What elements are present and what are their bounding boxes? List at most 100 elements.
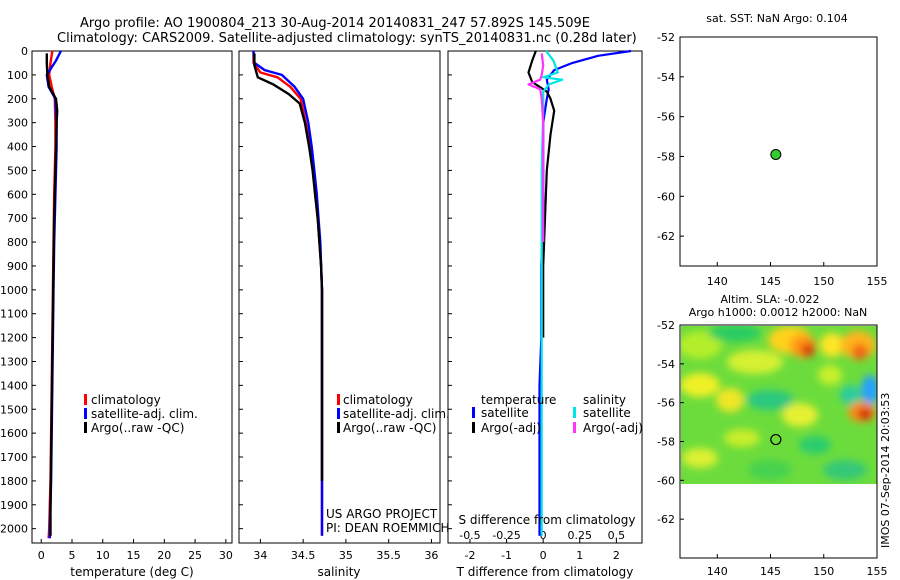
temperature-tick-label: 25	[188, 549, 202, 562]
sst-lat-tick-label: -54	[657, 71, 675, 84]
legend-climatology-swatch	[84, 394, 87, 405]
depth-tick-label: 2000	[0, 523, 28, 536]
difference-legend: temperature salinity satellite Argo(-adj…	[472, 393, 643, 435]
sla-heatmap	[681, 326, 877, 484]
sla-blob	[782, 403, 818, 427]
sla-lat-tick-label: -54	[657, 358, 675, 371]
sla-lat-tick-label: -56	[657, 397, 675, 410]
legend-t-satellite-swatch	[472, 407, 475, 418]
sla-blob	[820, 333, 844, 357]
imos-timestamp: IMOS 07-Sep-2014 20:03:53	[879, 393, 892, 548]
temperature-series-line	[45, 53, 59, 536]
temperature-panel: 0100200300400500600700800900100011001200…	[0, 45, 233, 579]
pi-note-line1: US ARGO PROJECT	[326, 507, 438, 521]
depth-tick-label: 300	[7, 117, 28, 130]
s-difference-tick-label: 0	[540, 529, 547, 542]
temperature-tick-label: 5	[69, 549, 76, 562]
depth-tick-label: 400	[7, 141, 28, 154]
legend-climatology-swatch	[337, 394, 340, 405]
depth-tick-label: 1700	[0, 451, 28, 464]
sla-map-ticks: -52 -54 -56 -58 -60 -62 140 145 150 155	[657, 319, 887, 578]
sla-blob	[716, 388, 744, 412]
sla-blob	[818, 365, 842, 385]
sla-map-points	[770, 433, 782, 446]
depth-axis-ticks: 0 100 200 300 400 500 600 700 800 900 1000 1100 1200…	[0, 45, 36, 536]
sla-blob	[823, 460, 867, 480]
t-difference-tick-label: 2	[613, 549, 620, 562]
legend-climatology-label: climatology	[91, 393, 161, 407]
sla-blob	[681, 373, 720, 397]
figure-title-line2: Climatology: CARS2009. Satellite-adjuste…	[57, 31, 637, 46]
difference-panel: -2 -1 0 1 2 -0.5 -0.25 0 0.25 0.5 T difference fr…	[447, 49, 643, 579]
depth-tick-label: 100	[7, 69, 28, 82]
s-difference-tick-label: -0.25	[492, 529, 520, 542]
salinity-series-line	[252, 51, 324, 536]
t-difference-axis-label: T difference from climatology	[456, 565, 634, 579]
salinity-legend: climatology satellite-adj. clim. Argo(..…	[337, 393, 450, 435]
temperature-plot-frame	[31, 50, 233, 544]
temperature-tick-label: 10	[96, 549, 110, 562]
sla-blob	[799, 436, 831, 454]
legend-s-argo-swatch	[573, 422, 576, 433]
legend-satellite-label: satellite-adj. clim.	[343, 407, 450, 421]
depth-tick-label: 1400	[0, 379, 28, 392]
sla-blob	[748, 460, 792, 480]
sla-blob	[801, 343, 815, 357]
depth-tick-label: 1100	[0, 308, 28, 321]
difference-plot-frame	[447, 50, 643, 544]
salinity-axis-label: salinity	[317, 565, 360, 579]
salinity-axis-ticks: 34 34.5 35 35.5 36	[253, 539, 438, 562]
sla-blob	[858, 408, 872, 420]
sla-blob	[746, 390, 794, 410]
sla-blob	[709, 326, 761, 342]
legend-argo-label: Argo(..raw -QC)	[91, 421, 184, 435]
temperature-tick-label: 20	[157, 549, 171, 562]
salinity-profile-lines	[252, 50, 324, 536]
sla-blob	[840, 385, 860, 405]
depth-tick-label: 1900	[0, 499, 28, 512]
sla-blob	[724, 429, 760, 447]
s-difference-axis-label: S difference from climatology	[459, 513, 636, 527]
sla-lon-tick-label: 140	[707, 565, 728, 578]
temperature-profile-lines	[45, 50, 62, 539]
depth-tick-label: 700	[7, 212, 28, 225]
legend-argo-swatch	[337, 422, 340, 433]
sst-lon-tick-label: 155	[867, 275, 888, 288]
temperature-tick-label: 0	[38, 549, 45, 562]
salinity-tick-label: 36	[424, 549, 438, 562]
s-difference-tick-label: -0.5	[459, 529, 480, 542]
sla-map-title-line2: Argo h1000: 0.0012 h2000: NaN	[689, 306, 868, 319]
sla-blob	[681, 331, 722, 359]
depth-tick-label: 1300	[0, 355, 28, 368]
sst-lat-tick-label: -60	[657, 190, 675, 203]
depth-tick-label: 600	[7, 188, 28, 201]
depth-tick-label: 1200	[0, 332, 28, 345]
depth-tick-label: 1500	[0, 403, 28, 416]
depth-tick-label: 0	[21, 45, 28, 58]
temperature-tick-label: 30	[219, 549, 233, 562]
sst-map-frame	[679, 36, 878, 267]
difference-series-line	[540, 50, 564, 536]
sla-lon-tick-label: 155	[867, 565, 888, 578]
sla-map-panel: Altim. SLA: -0.022 Argo h1000: 0.0012 h2…	[657, 293, 887, 578]
salinity-tick-label: 35	[339, 549, 353, 562]
salinity-series-line	[253, 53, 324, 481]
sla-lat-tick-label: -62	[657, 513, 675, 526]
legend-argo-label: Argo(..raw -QC)	[343, 421, 436, 435]
sst-lon-tick-label: 150	[813, 275, 834, 288]
depth-tick-label: 800	[7, 236, 28, 249]
legend-s-satellite-label: satellite	[583, 406, 631, 420]
figure-title-line1: Argo profile: AO 1900804_213 30-Aug-2014…	[80, 16, 590, 31]
sla-heatmap-blobs	[681, 326, 877, 480]
legend-argo-swatch	[84, 422, 87, 433]
sst-lat-tick-label: -56	[657, 111, 675, 124]
sla-lon-tick-label: 145	[760, 565, 781, 578]
t-difference-tick-label: -1	[501, 549, 512, 562]
salinity-tick-label: 35.5	[376, 549, 401, 562]
sla-lat-tick-label: -60	[657, 474, 675, 487]
sst-lat-tick-label: -52	[657, 31, 675, 44]
sla-map-title-line1: Altim. SLA: -0.022	[720, 293, 819, 306]
sla-lat-tick-label: -52	[657, 319, 675, 332]
difference-series-line	[527, 53, 545, 243]
